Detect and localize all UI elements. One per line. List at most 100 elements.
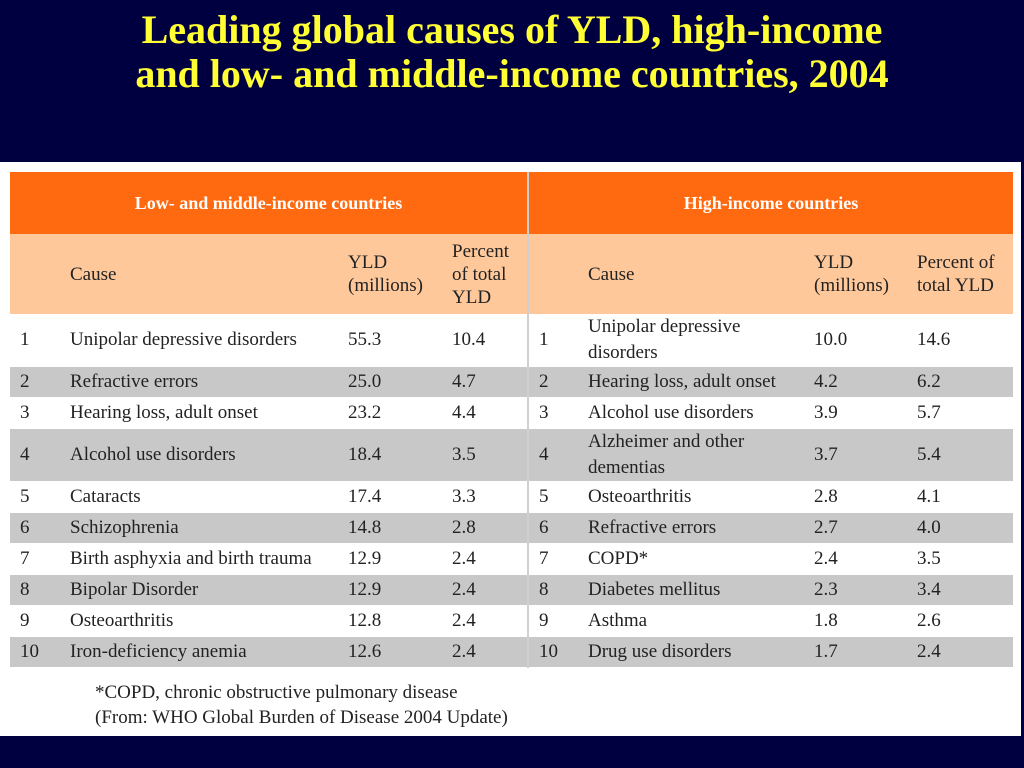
cell-cause-right: Drug use disorders <box>578 636 804 668</box>
title-line-1: Leading global causes of YLD, high-incom… <box>141 7 883 52</box>
group-header-high: High-income countries <box>526 172 1014 234</box>
cell-percent-right: 2.6 <box>907 605 1014 637</box>
cell-percent-left: 3.5 <box>442 428 528 482</box>
header-yld-left-line2: (millions) <box>348 275 423 296</box>
cell-cause-right: COPD* <box>578 543 804 575</box>
footnote-source: (From: WHO Global Burden of Disease 2004… <box>95 707 508 728</box>
cell-rank-left: 8 <box>10 574 60 606</box>
cell-yld-right: 3.7 <box>804 428 907 482</box>
table-row: 10 Iron-deficiency anemia 12.6 2.4 10 Drug us… <box>10 636 1014 668</box>
header-percent-right-line2: total YLD <box>917 275 994 296</box>
cell-yld-right: 1.8 <box>804 605 907 637</box>
cell-yld-right: 3.9 <box>804 397 907 429</box>
header-percent-right-line1: Percent of <box>917 252 995 273</box>
cell-percent-left: 4.7 <box>442 366 528 398</box>
cell-cause-left: Bipolar Disorder <box>60 574 338 606</box>
cell-rank-left: 9 <box>10 605 60 637</box>
cell-cause-left: Refractive errors <box>60 366 338 398</box>
header-percent-left-line1: Percent <box>452 240 509 262</box>
cell-cause-right-line2: dementias <box>588 457 666 478</box>
cell-cause-right: Alzheimer and other dementias <box>578 428 804 482</box>
cell-rank-left: 10 <box>10 636 60 668</box>
cell-rank-right: 6 <box>527 512 578 544</box>
cell-percent-left: 4.4 <box>442 397 528 429</box>
cell-percent-right: 3.5 <box>907 543 1014 575</box>
cell-rank-right: 3 <box>527 397 578 429</box>
cell-cause-left: Hearing loss, adult onset <box>60 397 338 429</box>
cell-rank-left: 2 <box>10 366 60 398</box>
footnote: *COPD, chronic obstructive pulmonary dis… <box>95 680 508 730</box>
cell-yld-left: 55.3 <box>338 314 442 367</box>
cell-cause-right-line1: Drug use disorders <box>588 641 732 662</box>
cell-rank-right: 2 <box>527 366 578 398</box>
cell-rank-left: 3 <box>10 397 60 429</box>
cell-yld-left: 18.4 <box>338 428 442 482</box>
cell-yld-right: 2.3 <box>804 574 907 606</box>
cell-yld-right: 1.7 <box>804 636 907 668</box>
cell-percent-right: 14.6 <box>907 314 1014 367</box>
cell-cause-left: Osteoarthritis <box>60 605 338 637</box>
cell-cause-right: Unipolar depressive disorders <box>578 314 804 367</box>
cell-percent-left: 10.4 <box>442 314 528 367</box>
table-row: 1 Unipolar depressive disorders 55.3 10.4 1 U… <box>10 314 1014 367</box>
header-rank-right <box>527 234 578 314</box>
cell-yld-left: 23.2 <box>338 397 442 429</box>
cell-rank-left: 1 <box>10 314 60 367</box>
cell-yld-right: 2.4 <box>804 543 907 575</box>
cell-cause-right-line1: Hearing loss, adult onset <box>588 371 776 392</box>
cell-percent-left: 2.4 <box>442 543 528 575</box>
cell-cause-right: Osteoarthritis <box>578 481 804 513</box>
cell-yld-right: 2.7 <box>804 512 907 544</box>
cell-percent-right: 2.4 <box>907 636 1014 668</box>
cell-cause-right-line1: Diabetes mellitus <box>588 579 721 600</box>
cell-yld-left: 12.8 <box>338 605 442 637</box>
cell-cause-right-line1: Refractive errors <box>588 517 717 538</box>
cell-cause-left: Schizophrenia <box>60 512 338 544</box>
table-panel: Low- and middle-income countries High-in… <box>0 162 1021 736</box>
table-row: 4 Alcohol use disorders 18.4 3.5 4 Alzheimer … <box>10 428 1014 482</box>
cell-cause-right-line2: disorders <box>588 342 658 363</box>
cell-percent-left: 3.3 <box>442 481 528 513</box>
cell-cause-right: Hearing loss, adult onset <box>578 366 804 398</box>
cell-cause-right-line1: Alcohol use disorders <box>588 402 754 423</box>
table-row: 8 Bipolar Disorder 12.9 2.4 8 Diabetes mellit… <box>10 574 1014 606</box>
cell-cause-left: Iron-deficiency anemia <box>60 636 338 668</box>
cell-yld-left: 12.9 <box>338 543 442 575</box>
cell-percent-left: 2.4 <box>442 605 528 637</box>
column-header-row: Cause YLD (millions) Percent of total YLD C… <box>10 234 1014 314</box>
cell-yld-left: 17.4 <box>338 481 442 513</box>
cell-cause-right: Diabetes mellitus <box>578 574 804 606</box>
cell-rank-right: 10 <box>527 636 578 668</box>
cell-rank-right: 5 <box>527 481 578 513</box>
cell-percent-left: 2.4 <box>442 574 528 606</box>
header-cause-left: Cause <box>60 234 338 314</box>
cell-percent-right: 5.7 <box>907 397 1014 429</box>
cell-yld-left: 14.8 <box>338 512 442 544</box>
group-header-row: Low- and middle-income countries High-in… <box>10 172 1014 234</box>
table-row: 7 Birth asphyxia and birth trauma 12.9 2.4 7… <box>10 543 1014 575</box>
cell-cause-left: Cataracts <box>60 481 338 513</box>
header-percent-left-line3: YLD <box>452 286 492 308</box>
table-row: 3 Hearing loss, adult onset 23.2 4.4 3 Alcoho… <box>10 397 1014 429</box>
cell-rank-left: 7 <box>10 543 60 575</box>
cell-cause-right-line1: Unipolar depressive <box>588 316 741 337</box>
cell-rank-left: 4 <box>10 428 60 482</box>
slide-title: Leading global causes of YLD, high-incom… <box>0 8 1024 96</box>
cell-cause-right-line1: Asthma <box>588 610 648 631</box>
header-percent-right: Percent of total YLD <box>907 234 1014 314</box>
cell-yld-left: 12.9 <box>338 574 442 606</box>
cell-percent-right: 3.4 <box>907 574 1014 606</box>
cell-yld-left: 25.0 <box>338 366 442 398</box>
cell-percent-right: 6.2 <box>907 366 1014 398</box>
table-row: 5 Cataracts 17.4 3.3 5 Osteoarthritis 2.8 4.1 <box>10 481 1014 513</box>
table-row: 6 Schizophrenia 14.8 2.8 6 Refractive errors 2… <box>10 512 1014 544</box>
header-cause-right: Cause <box>578 234 804 314</box>
cell-percent-right: 4.1 <box>907 481 1014 513</box>
group-header-low-middle: Low- and middle-income countries <box>10 172 528 234</box>
cell-yld-right: 10.0 <box>804 314 907 367</box>
cell-percent-left: 2.4 <box>442 636 528 668</box>
header-yld-left-line1: YLD <box>348 252 388 273</box>
cell-rank-right: 8 <box>527 574 578 606</box>
cell-percent-right: 5.4 <box>907 428 1014 482</box>
header-rank-left <box>10 234 60 314</box>
